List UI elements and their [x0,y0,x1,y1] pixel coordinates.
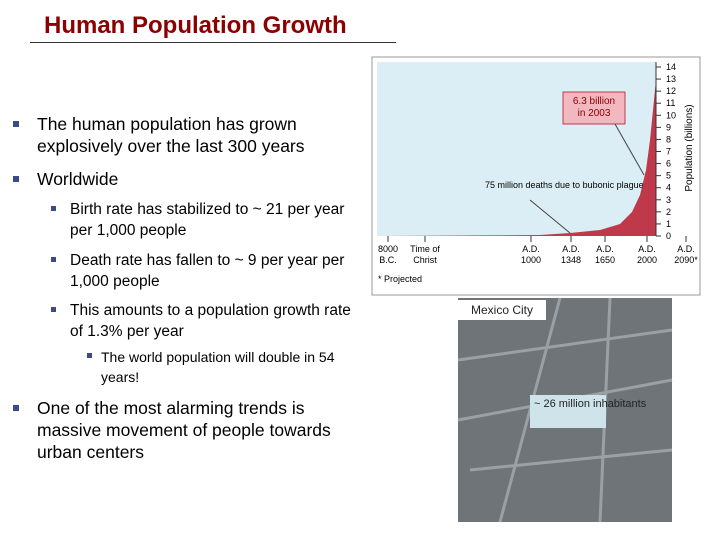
tick-label: 5 [666,171,671,181]
callout-box [562,91,626,125]
sub-sub-bullet: The world population will double in 54 y… [87,347,361,387]
bullet: Worldwide [13,168,357,190]
population-curve [377,80,656,236]
sub-bullet: Death rate has fallen to ~ 9 per year pe… [51,250,362,292]
tick-label: 2 [666,207,671,217]
photo-note: ~ 26 million inhabitants [534,398,647,410]
tick-label: 8 [666,134,671,144]
x-label: A.D. 1650 [595,244,615,265]
photo-note-box [530,395,606,428]
tick-label: 6 [666,159,671,169]
footnote: * Projected [378,274,422,284]
tick-label: 1 [666,219,671,229]
plague-note: 75 million deaths due to bubonic plague [485,180,644,190]
bullet: One of the most alarming trends is massi… [13,397,342,463]
callout: 6.3 billion in 2003 [573,96,615,119]
tick-label: 3 [666,195,671,205]
plot-area [377,62,656,236]
tick-label: 0 [666,231,671,241]
slide-title: Human Population Growth [44,12,347,39]
photo-caption-box [458,300,546,320]
tick-label: 7 [666,147,671,157]
tick-label: 10 [666,110,676,120]
x-label: A.D. 2090* [674,244,698,265]
x-label: A.D. 1348 [561,244,581,265]
x-label: A.D. 2000 [637,244,657,265]
tick-label: 13 [666,74,676,84]
tick-label: 11 [666,98,675,108]
title-rule [30,42,396,43]
sub-bullet: Birth rate has stabilized to ~ 21 per ye… [51,199,362,241]
x-label: A.D. 1000 [521,244,541,265]
tick-label: 9 [666,122,671,132]
sub-bullet: This amounts to a population growth rate… [51,300,362,342]
axis-label: Population (billions) [684,104,695,191]
bullet: The human population has grown explosive… [13,113,357,157]
tick-label: 4 [666,183,671,193]
x-label: 8000 B.C. [378,244,398,265]
photo-caption: Mexico City [471,303,533,317]
plague-arrow [529,199,571,234]
tick-label: 14 [666,62,676,72]
x-label: Time of Christ [410,244,440,265]
tick-label: 12 [666,86,676,96]
callout-arrow [614,123,645,176]
